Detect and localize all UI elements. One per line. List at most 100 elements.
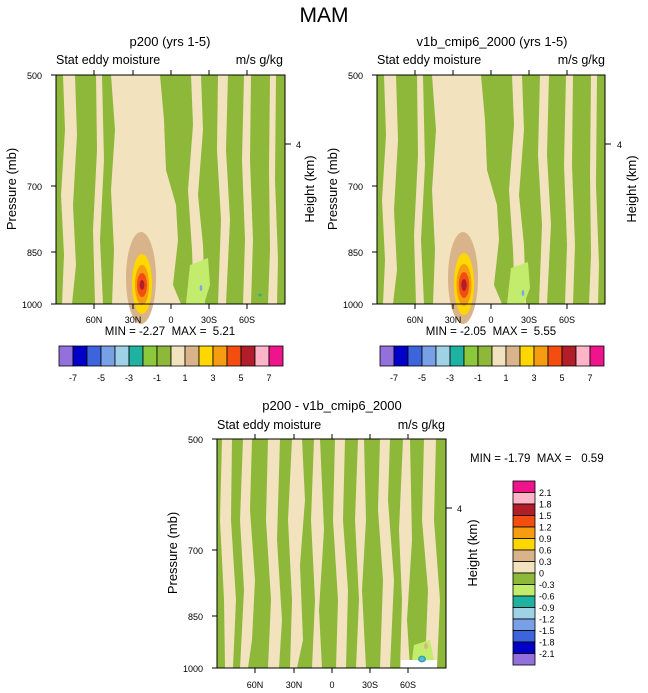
panel-diff-colorbar-swatch <box>512 630 536 643</box>
panel-diff-colorbar-swatch <box>512 561 536 574</box>
panel-diff-colorbar-swatch <box>512 526 536 539</box>
panel-diff-colorbar-swatch <box>512 607 536 620</box>
panel-diff-left-label: Stat eddy moisture <box>217 418 321 432</box>
panel-diff-ylabel: Pressure (mb) <box>165 512 180 594</box>
panel-a-xtick-label: 60N <box>86 315 103 325</box>
panel-diff-colorbar-swatch <box>512 653 536 666</box>
panel-diff-colorbar-swatch <box>512 584 536 597</box>
panel-diff-y2label: Height (km) <box>465 519 480 586</box>
panel-b-colorbar-swatch <box>435 345 451 367</box>
panel-diff-tan-dot <box>424 643 428 649</box>
panel-a-colorbar-label: -7 <box>69 373 77 383</box>
panel-b-cream-band-6 <box>589 75 599 304</box>
panel-a-ylabel: Pressure (mb) <box>4 148 19 230</box>
panel-a-ytick-label: 850 <box>27 248 42 258</box>
panel-diff-cream-band-7 <box>355 439 366 668</box>
panel-a-cream-band-5 <box>242 75 253 304</box>
panel-a-colorbar-swatch <box>142 345 158 367</box>
panel-b-colorbar-swatch <box>407 345 423 367</box>
panel-a-colorbar-swatch <box>198 345 214 367</box>
panel-a-xtick-label: 30S <box>201 315 217 325</box>
panel-a-yticks: 500 700 850 1000 4 <box>22 71 301 310</box>
panel-b-colorbar: -7 -5 -3 -1 1 3 5 7 <box>379 345 605 383</box>
panel-a-colorbar-swatch <box>86 345 102 367</box>
panel-b-colorbar-swatch <box>561 345 577 367</box>
panel-diff-cream-band-6 <box>333 439 348 668</box>
panel-diff-cream-band-10 <box>422 439 440 668</box>
panel-diff-colorbar-label: 1.8 <box>539 500 552 510</box>
panel-a-colorbar-label: 1 <box>182 373 187 383</box>
panel-diff-ytick-label: 1000 <box>183 664 203 674</box>
panel-b-yticks: 500 700 850 1000 4 <box>343 71 622 310</box>
panel-b-right-label: m/s g/kg <box>558 53 605 67</box>
panel-a-xtick-label: 0 <box>168 315 173 325</box>
panel-diff-xtick-label: 30S <box>362 680 378 690</box>
panel-diff-colorbar-label: -1.8 <box>539 638 555 648</box>
panel-diff-cream-band-9 <box>399 439 412 668</box>
panel-b-colorbar-label: -1 <box>474 373 482 383</box>
panel-diff-cream-band-4 <box>288 439 305 668</box>
panel-diff-colorbar-label: -0.3 <box>539 580 555 590</box>
panel-diff-colorbar-swatch <box>512 641 536 654</box>
panel-b-colorbar-label: -5 <box>418 373 426 383</box>
panel-diff-stats: MIN = -1.79 MAX = 0.59 <box>470 453 604 465</box>
panel-a-colorbar-swatch <box>254 345 270 367</box>
panel-diff-colorbar-label: 1.5 <box>539 511 552 521</box>
panel-b-y2label: Height (km) <box>624 155 639 222</box>
panel-diff-light-blue-core <box>419 657 425 661</box>
panel-b-colorbar-label: -3 <box>446 373 454 383</box>
panel-b-colorbar-label: -7 <box>390 373 398 383</box>
panel-diff: p200 - v1b_cmip6_2000 Stat eddy moisture… <box>165 398 604 690</box>
panel-diff-xticks: 60N 30N 0 30S 60S <box>247 434 416 690</box>
panel-a-dark-red-core <box>139 280 145 290</box>
panel-b-colorbar-swatch <box>547 345 563 367</box>
panel-a-xtick-label: 60S <box>239 315 255 325</box>
panel-a-colorbar: -7 -5 -3 -1 1 3 5 7 <box>58 345 284 383</box>
panel-a-xtick-label: 30N <box>125 315 142 325</box>
panel-a-colorbar-swatch <box>156 345 172 367</box>
panel-diff-colorbar-swatch <box>512 618 536 631</box>
panel-diff-cream-band-3 <box>266 439 282 668</box>
panel-diff-colorbar-swatch <box>512 515 536 528</box>
panel-b-colorbar-swatch <box>379 345 395 367</box>
panel-a-right-label: m/s g/kg <box>236 53 283 67</box>
panel-diff-colorbar-swatch <box>512 503 536 516</box>
panel-a-y2tick-label: 4 <box>296 140 301 150</box>
panel-b-y2tick-label: 4 <box>617 140 622 150</box>
panel-a-colorbar-swatch <box>184 345 200 367</box>
panel-diff-colorbar-label: 0.3 <box>539 557 552 567</box>
panel-b-colorbar-swatch <box>477 345 493 367</box>
panel-a-colorbar-label: 3 <box>210 373 215 383</box>
panel-b-ytick-label: 850 <box>348 248 363 258</box>
panel-a-colorbar-swatch <box>58 345 74 367</box>
panel-b-colorbar-swatch <box>491 345 507 367</box>
panel-diff-cream-band-5 <box>311 439 324 668</box>
panel-diff-colorbar-label: 2.1 <box>539 488 552 498</box>
panel-b-colorbar-label: 5 <box>559 373 564 383</box>
panel-b-colorbar-label: 7 <box>587 373 592 383</box>
panel-diff-colorbar-swatch <box>512 549 536 562</box>
panel-b-cream-band-3 <box>509 75 526 304</box>
panel-b-xtick-label: 30S <box>521 315 537 325</box>
panel-b-xtick-label: 0 <box>488 315 493 325</box>
panel-a-ytick-label: 500 <box>27 71 42 81</box>
panel-diff-colorbar: 2.11.81.51.20.90.60.30-0.3-0.6-0.9-1.2-1… <box>512 480 555 666</box>
panel-diff-xtick-label: 60S <box>400 680 416 690</box>
panel-diff-colorbar-swatch <box>512 480 536 493</box>
panel-b-dark-red-core <box>461 279 467 291</box>
panel-b-xtick-label: 60N <box>407 315 424 325</box>
panel-diff-xtick-label: 30N <box>286 680 303 690</box>
panel-diff-colorbar-swatch <box>512 572 536 585</box>
panel-b: v1b_cmip6_2000 (yrs 1-5) Stat eddy moist… <box>325 34 639 338</box>
panel-diff-right-label: m/s g/kg <box>398 418 445 432</box>
panel-b-ylabel: Pressure (mb) <box>325 148 340 230</box>
panel-b-xtick-label: 60S <box>559 315 575 325</box>
panel-diff-cream-band-1 <box>220 439 236 668</box>
panel-b-colorbar-swatch <box>533 345 549 367</box>
panel-a-ytick-label: 700 <box>27 182 42 192</box>
panel-b-cream-band-1 <box>382 75 398 304</box>
panel-a-cream-band-1 <box>61 75 77 304</box>
panel-b-left-label: Stat eddy moisture <box>377 53 481 67</box>
panel-diff-colorbar-swatch <box>512 538 536 551</box>
